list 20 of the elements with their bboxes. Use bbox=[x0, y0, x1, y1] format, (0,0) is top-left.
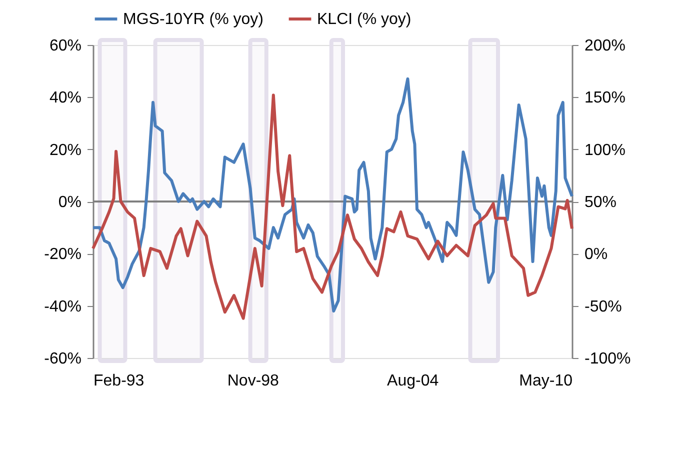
y-tick-label: 20% bbox=[49, 142, 82, 159]
y2-tick-label: -50% bbox=[584, 298, 622, 316]
y-tick-label: 0% bbox=[58, 194, 82, 211]
legend-label: KLCI (% yoy) bbox=[317, 11, 412, 28]
legend-label: MGS-10YR (% yoy) bbox=[123, 11, 264, 28]
x-tick-label: Feb-93 bbox=[94, 372, 144, 390]
y2-tick-label: -100% bbox=[584, 350, 631, 368]
y-tick-label: -20% bbox=[44, 246, 82, 264]
y2-tick-label: 150% bbox=[584, 90, 626, 107]
y2-tick-label: 100% bbox=[584, 142, 626, 159]
y-tick-label: 60% bbox=[49, 38, 82, 54]
y-tick-label: -40% bbox=[44, 298, 82, 316]
y2-tick-label: 200% bbox=[584, 38, 626, 54]
y-tick-label: 40% bbox=[49, 90, 82, 107]
y2-tick-label: 0% bbox=[584, 246, 608, 264]
x-tick-label: May-10 bbox=[519, 372, 573, 390]
x-tick-label: Aug-04 bbox=[387, 372, 439, 390]
y-tick-label: -60% bbox=[44, 350, 82, 368]
x-tick-label: Nov-98 bbox=[227, 372, 280, 390]
y2-tick-label: 50% bbox=[584, 194, 617, 211]
